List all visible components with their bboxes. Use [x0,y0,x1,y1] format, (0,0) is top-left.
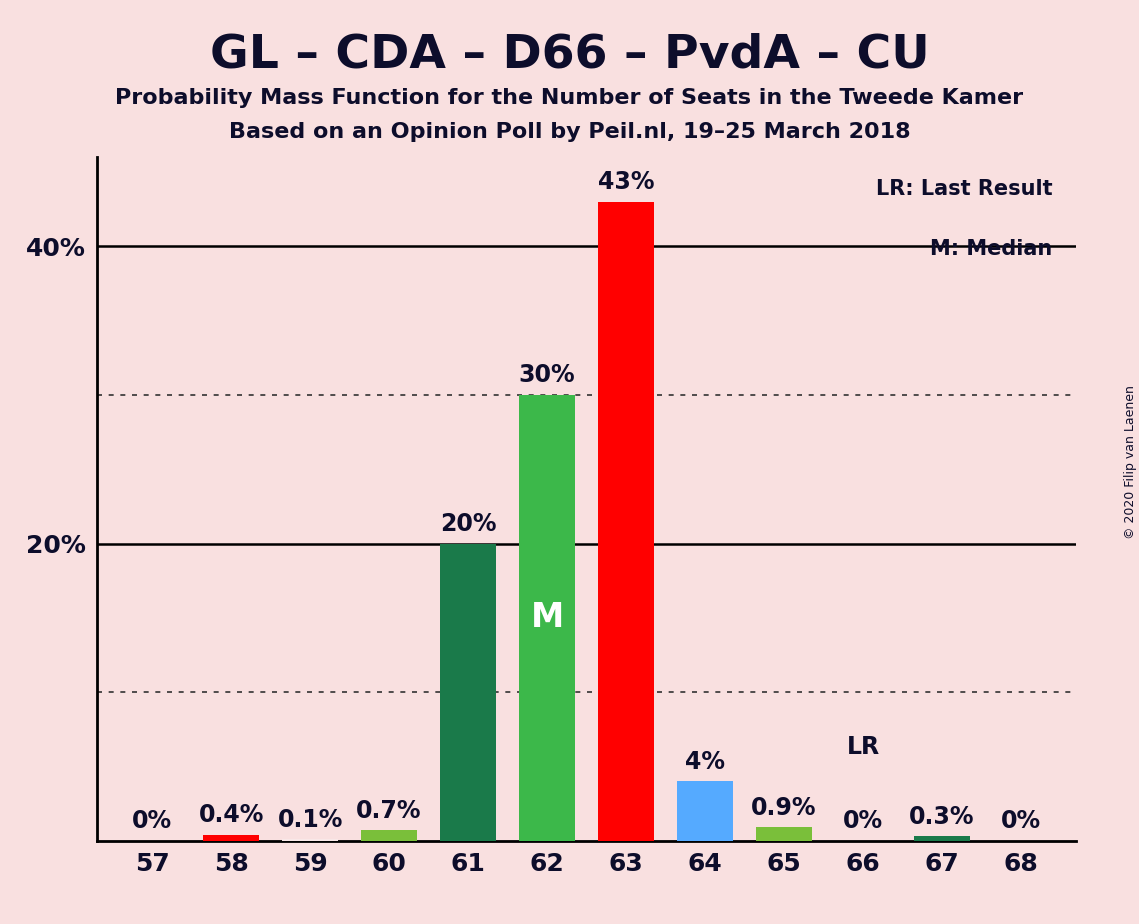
Bar [598,201,654,841]
Text: 4%: 4% [685,750,726,774]
Text: 0.7%: 0.7% [357,799,421,823]
Text: 0.3%: 0.3% [909,805,975,829]
Bar [282,839,338,841]
Bar [915,836,969,841]
Text: 30%: 30% [518,363,575,387]
Text: 20%: 20% [440,512,497,536]
Text: 0%: 0% [843,809,883,833]
Bar [678,782,732,841]
Text: 0%: 0% [1001,809,1041,833]
Bar [204,835,259,841]
Text: 0%: 0% [132,809,172,833]
Text: 0.9%: 0.9% [752,796,817,820]
Text: © 2020 Filip van Laenen: © 2020 Filip van Laenen [1124,385,1137,539]
Bar [519,395,575,841]
Text: Based on an Opinion Poll by Peil.nl, 19–25 March 2018: Based on an Opinion Poll by Peil.nl, 19–… [229,122,910,142]
Text: Probability Mass Function for the Number of Seats in the Tweede Kamer: Probability Mass Function for the Number… [115,88,1024,108]
Text: M: M [531,602,564,635]
Text: LR: Last Result: LR: Last Result [876,179,1052,200]
Text: GL – CDA – D66 – PvdA – CU: GL – CDA – D66 – PvdA – CU [210,32,929,78]
Bar [441,543,495,841]
Bar [361,831,417,841]
Text: 43%: 43% [598,170,654,194]
Text: 0.4%: 0.4% [198,804,264,828]
Text: M: Median: M: Median [931,238,1052,259]
Text: LR: LR [846,736,879,760]
Text: 0.1%: 0.1% [278,808,343,832]
Bar [756,828,812,841]
